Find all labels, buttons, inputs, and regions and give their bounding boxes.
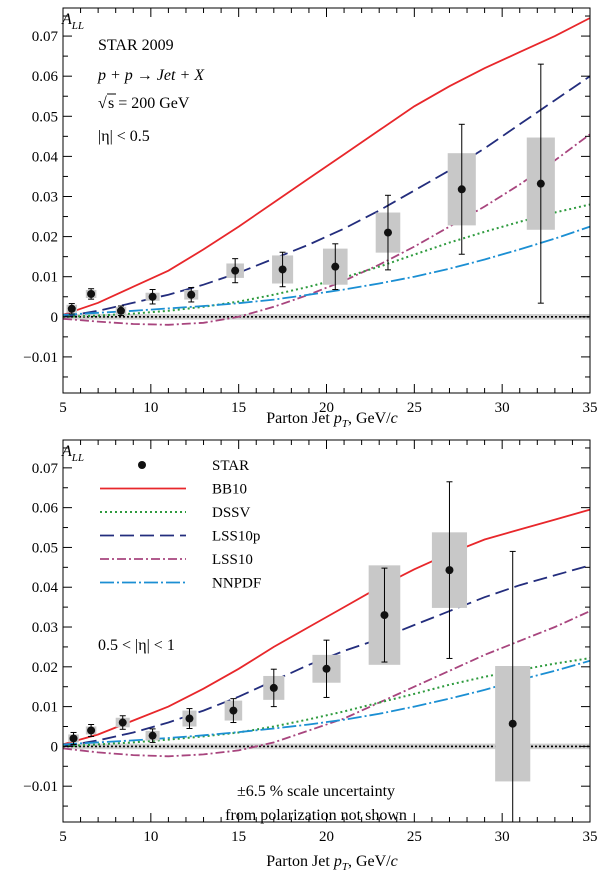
legend-label-bb10: BB10	[212, 482, 247, 498]
data-point	[278, 265, 287, 274]
legend-label-star: STAR	[212, 458, 249, 474]
x-tick-label: 20	[319, 829, 334, 845]
y-tick-label: −0.01	[23, 350, 58, 366]
data-point	[67, 304, 76, 313]
x-tick-label: 35	[583, 829, 598, 845]
systematic-boxes	[66, 137, 555, 315]
data-point	[536, 179, 545, 188]
y-tick-label: 0.03	[32, 620, 58, 636]
data-point	[87, 289, 96, 298]
legend-label-nnpdf: NNPDF	[212, 576, 261, 592]
data-point	[380, 611, 389, 620]
y-tick-label: 0	[51, 310, 59, 326]
y-tick-label: 0.03	[32, 189, 58, 205]
process-label: p + p → Jet + X	[97, 67, 205, 84]
data-point	[322, 664, 331, 673]
data-points	[69, 481, 517, 822]
data-point	[457, 185, 466, 194]
axes-frame	[62, 7, 591, 394]
legend: STAR BB10 DSSV LSS10p LSS10 NNPDF	[100, 458, 261, 592]
data-point	[118, 718, 127, 727]
zero-line-band	[63, 743, 590, 750]
curve-lss10	[62, 610, 591, 758]
legend-label-lss10p: LSS10p	[212, 529, 260, 545]
bottom-panel: 5 10 15 20 25 30 35 −0.01 0 0.01 0.02 0.03 0.04 0.05 0…	[23, 439, 598, 873]
legend-label-dssv: DSSV	[212, 505, 251, 521]
y-tick-label: 0.04	[32, 149, 59, 165]
data-point	[185, 714, 194, 723]
x-tick-label: 10	[143, 400, 158, 416]
axis-ticks	[62, 440, 591, 822]
y-tick-label: 0	[51, 739, 59, 755]
data-point	[148, 292, 157, 301]
y-tick-label: 0.01	[32, 700, 58, 716]
data-points	[67, 63, 545, 317]
scale-note-line-2: from polarization not shown	[225, 807, 407, 824]
x-tick-label: 35	[583, 400, 598, 416]
y-tick-label: −0.01	[23, 779, 58, 795]
x-tick-label: 25	[407, 400, 422, 416]
y-tick-label: 0.02	[32, 660, 58, 676]
x-tick-label: 30	[495, 829, 510, 845]
x-tick-label: 25	[407, 829, 422, 845]
tick-labels: 5 10 15 20 25 30 35 −0.01 0 0.01 0.02 0.03 0.04 0.05 0…	[23, 461, 597, 845]
y-axis-label: ALL	[61, 11, 84, 32]
eta-cut-label: 0.5 < |η| < 1	[98, 637, 175, 654]
data-point	[116, 306, 125, 315]
data-point	[231, 266, 240, 275]
y-tick-label: 0.05	[32, 540, 58, 556]
y-tick-label: 0.07	[32, 29, 59, 45]
y-tick-label: 0.04	[32, 580, 59, 596]
zero-band	[63, 743, 590, 750]
y-tick-label: 0.02	[32, 230, 58, 246]
data-point	[229, 706, 238, 715]
curve-lss10	[62, 133, 591, 326]
data-point	[383, 228, 392, 237]
x-tick-label: 10	[143, 829, 158, 845]
energy-label: s = 200 GeV	[108, 95, 190, 112]
data-point	[508, 719, 517, 728]
eta-cut-label: |η| < 0.5	[98, 128, 150, 145]
y-tick-label: 0.01	[32, 270, 58, 286]
data-point	[69, 734, 78, 743]
data-point	[445, 566, 454, 575]
y-tick-label: 0.06	[32, 501, 59, 517]
scale-note-line-1: ±6.5 % scale uncertainty	[237, 783, 395, 800]
x-tick-label: 20	[319, 400, 334, 416]
zero-line-band	[63, 313, 590, 320]
legend-marker-star	[138, 461, 146, 469]
legend-label-lss10: LSS10	[212, 552, 253, 568]
axis-ticks	[62, 8, 591, 393]
data-point	[148, 731, 157, 740]
curve-bb10	[62, 17, 591, 316]
x-axis-label: Parton Jet pT, GeV/c	[266, 853, 397, 873]
data-point	[269, 683, 278, 692]
y-axis-label: ALL	[61, 443, 84, 464]
x-tick-label: 15	[231, 829, 246, 845]
experiment-label: STAR 2009	[98, 37, 174, 54]
energy-sqrt-label: √	[98, 95, 107, 112]
data-point	[331, 262, 340, 271]
data-point	[87, 726, 96, 735]
y-tick-label: 0.05	[32, 109, 58, 125]
x-axis-label: Parton Jet pT, GeV/c	[266, 410, 397, 430]
zero-band	[63, 313, 590, 320]
y-tick-label: 0.06	[32, 69, 59, 85]
data-point	[187, 290, 196, 299]
curve-lss10p	[62, 564, 591, 748]
curve-bb10	[62, 508, 591, 746]
top-panel: 5 10 15 20 25 30 35 −0.01 0 0.01 0.02 0.03 0.04 0.05 0…	[23, 7, 598, 430]
x-tick-label: 30	[495, 400, 510, 416]
y-tick-label: 0.07	[32, 461, 59, 477]
tick-labels: 5 10 15 20 25 30 35 −0.01 0 0.01 0.02 0.03 0.04 0.05 0…	[23, 29, 597, 416]
x-tick-label: 5	[59, 829, 67, 845]
x-axis-label-pre: Parton Jet	[266, 410, 334, 427]
plot-frame	[62, 7, 591, 394]
x-tick-label: 5	[59, 400, 67, 416]
x-tick-label: 15	[231, 400, 246, 416]
curve-nnpdf	[62, 225, 591, 316]
